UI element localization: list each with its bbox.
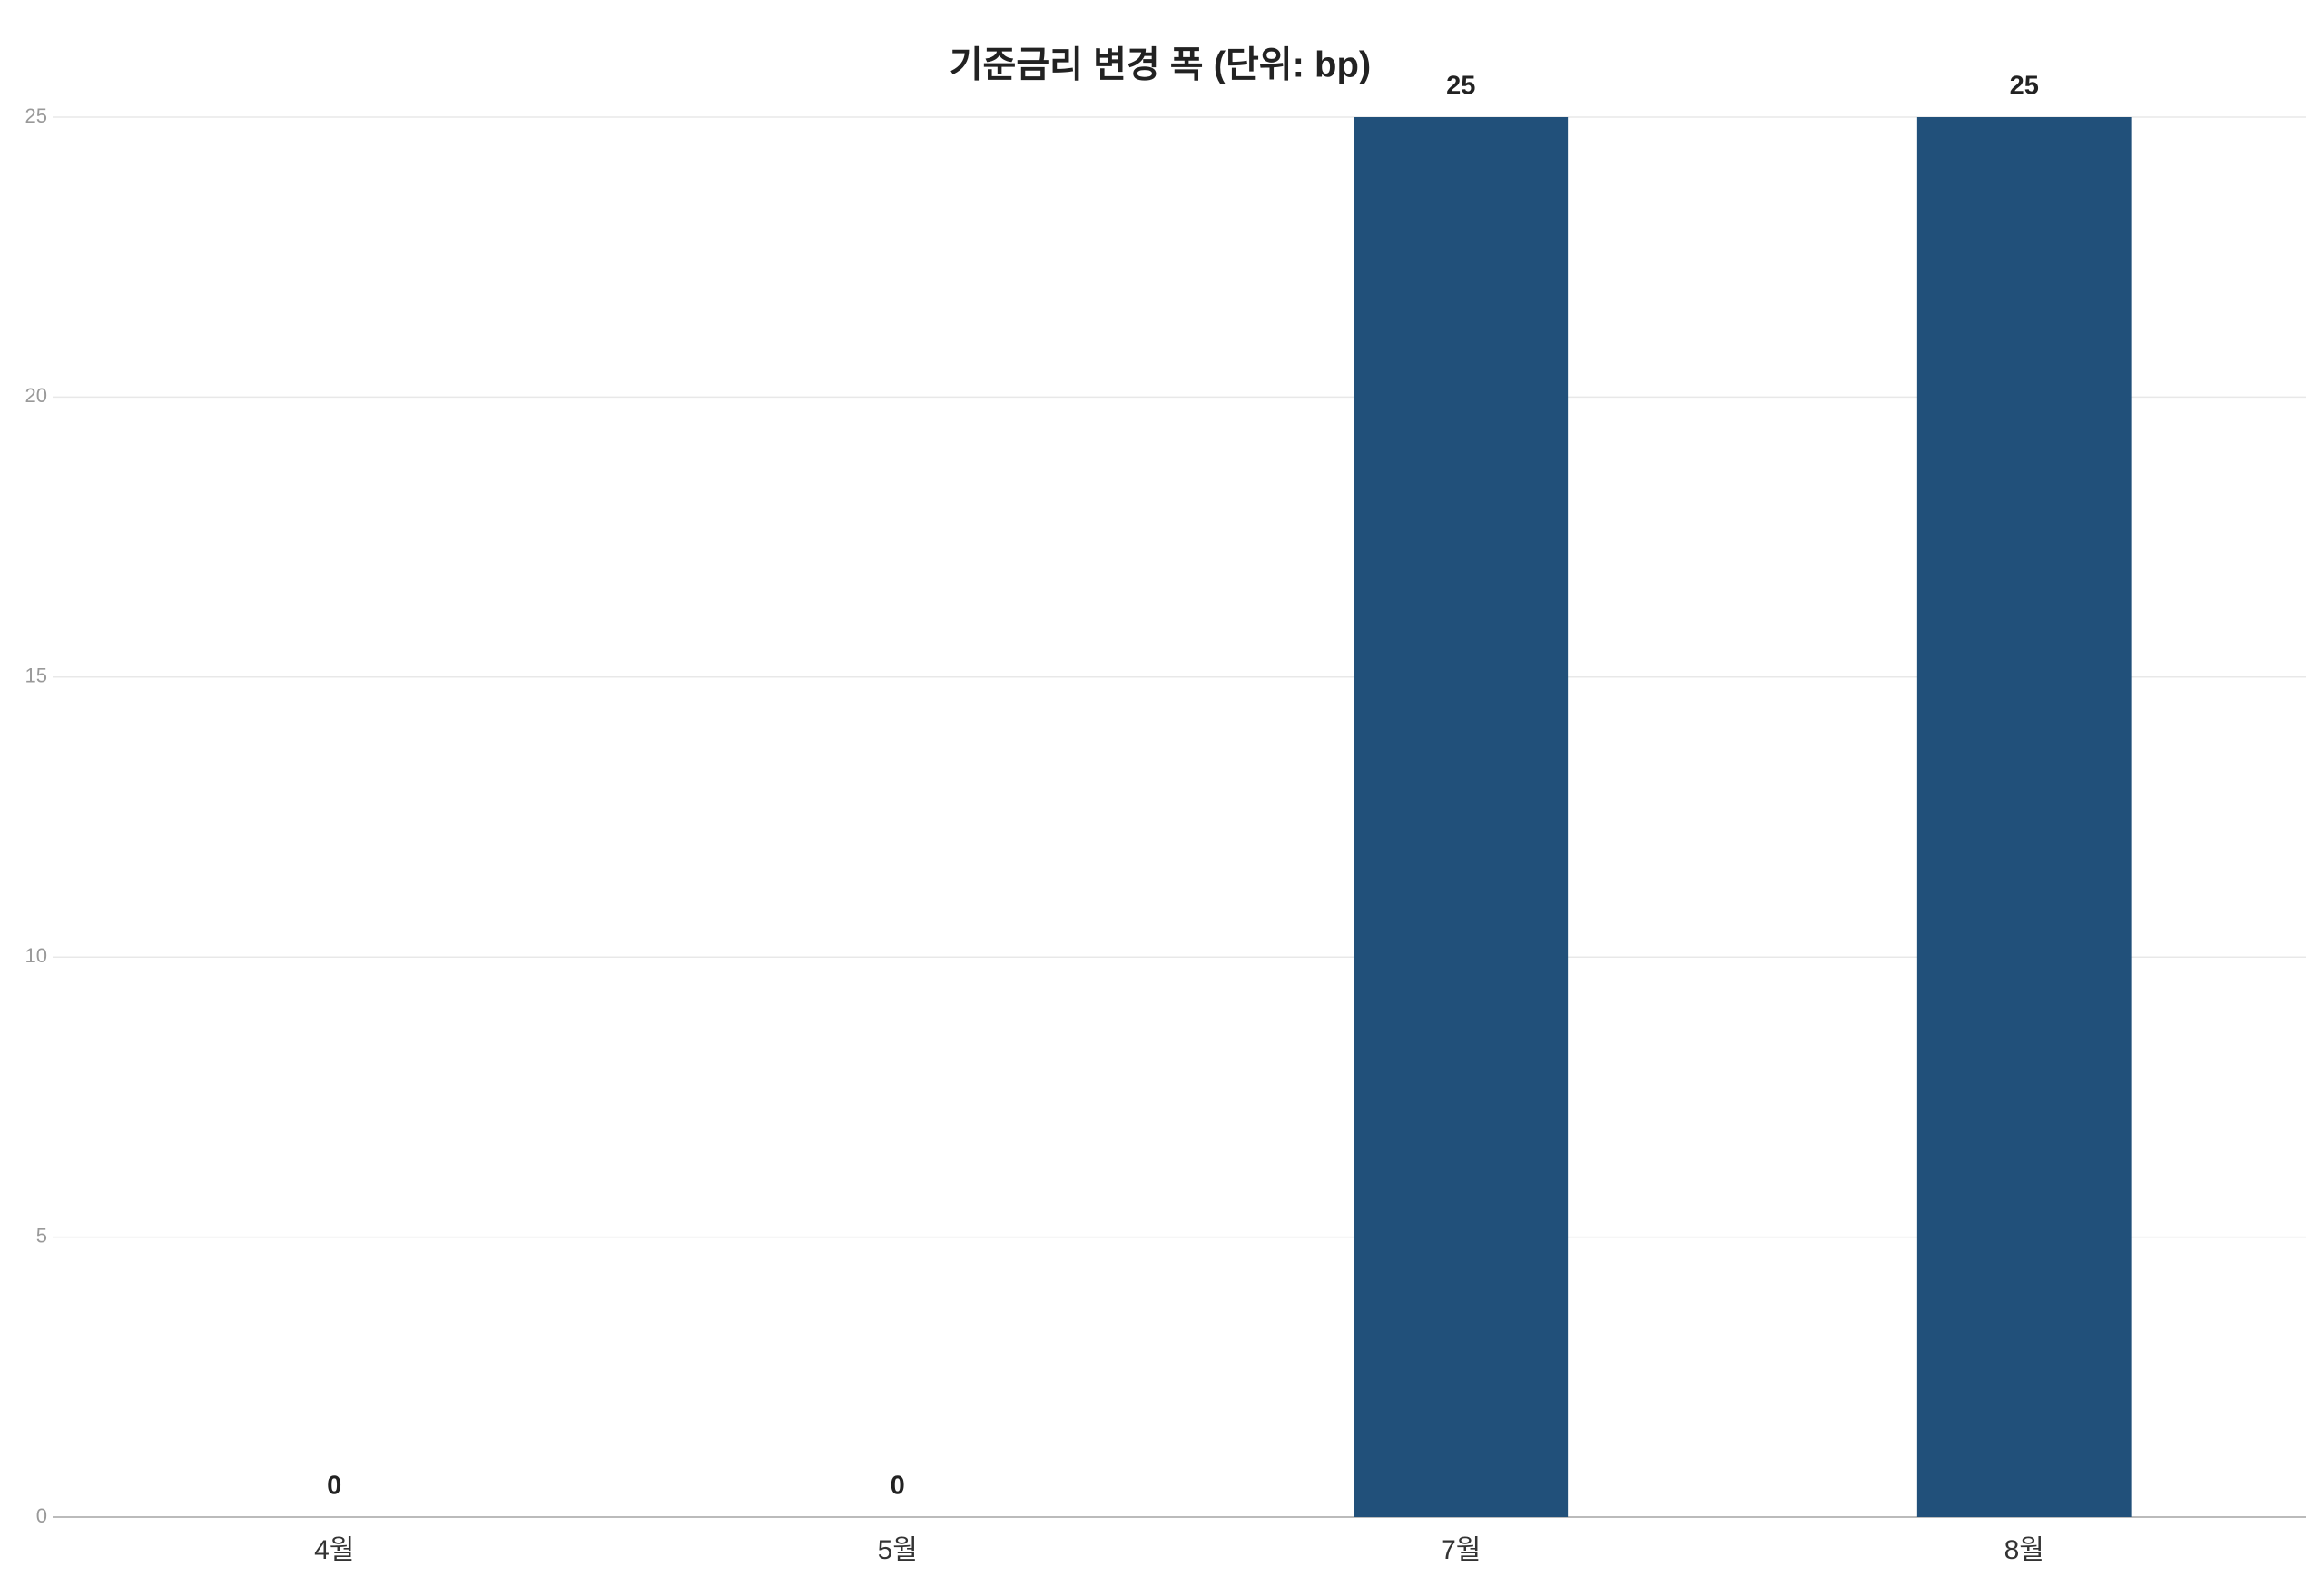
value-label: 0 xyxy=(891,1472,905,1501)
chart-title: 기준금리 변경 폭 (단위: bp) xyxy=(950,45,1371,85)
y-tick-label: 10 xyxy=(25,944,47,967)
x-tick-label: 8월 xyxy=(2004,1535,2044,1565)
value-label: 0 xyxy=(327,1472,341,1501)
x-tick-label: 5월 xyxy=(878,1535,918,1565)
x-tick-label: 4월 xyxy=(314,1535,354,1565)
bar xyxy=(1916,117,2132,1517)
x-tick-label: 7월 xyxy=(1441,1535,1481,1565)
value-label: 25 xyxy=(2010,72,2039,101)
value-label: 25 xyxy=(1446,72,1475,101)
y-tick-label: 15 xyxy=(25,665,47,687)
y-tick-label: 20 xyxy=(25,384,47,407)
y-tick-label: 25 xyxy=(25,104,47,127)
y-tick-label: 0 xyxy=(36,1504,47,1527)
bar xyxy=(1354,117,1569,1517)
y-tick-label: 5 xyxy=(36,1224,47,1247)
